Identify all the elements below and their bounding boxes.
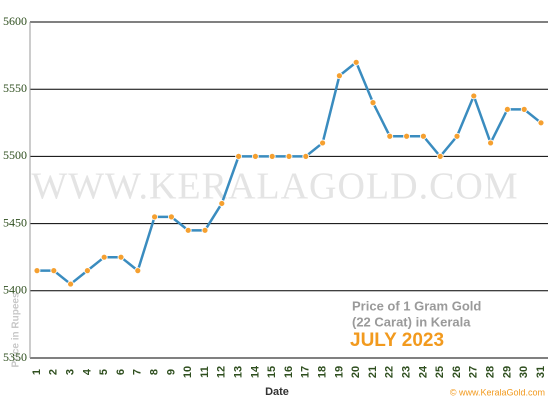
x-tick-label: 15 xyxy=(266,366,278,378)
x-tick-label: 4 xyxy=(81,368,93,375)
point xyxy=(520,105,528,113)
watermark: WWW.KERALAGOLD.COM xyxy=(31,166,518,208)
x-tick-label: 29 xyxy=(501,366,513,378)
x-tick-label: 31 xyxy=(535,366,547,378)
point xyxy=(537,119,545,127)
x-tick-label: 21 xyxy=(367,366,379,378)
x-tick-label: 18 xyxy=(317,366,329,378)
y-tick-label: 5500 xyxy=(3,148,27,162)
x-tick-label: 26 xyxy=(451,366,463,378)
point xyxy=(184,226,192,234)
x-tick-label: 12 xyxy=(216,366,228,378)
x-tick-label: 30 xyxy=(518,366,530,378)
point xyxy=(436,152,444,160)
x-tick-label: 9 xyxy=(165,369,177,375)
point xyxy=(302,152,310,160)
point xyxy=(167,213,175,221)
point xyxy=(419,132,427,140)
point xyxy=(369,99,377,107)
point xyxy=(134,267,142,275)
x-tick-label: 10 xyxy=(182,366,194,378)
y-tick-label: 5450 xyxy=(3,215,27,229)
point xyxy=(201,226,209,234)
footer: © www.KeralaGold.com xyxy=(450,387,545,397)
x-tick-label: 14 xyxy=(249,365,261,378)
y-tick-label: 5350 xyxy=(3,350,27,364)
annotation: Price of 1 Gram Gold xyxy=(352,298,481,313)
point xyxy=(335,72,343,80)
point xyxy=(151,213,159,221)
x-tick-label: 11 xyxy=(199,366,211,378)
point xyxy=(100,253,108,261)
point xyxy=(117,253,125,261)
annotation-highlight: JULY 2023 xyxy=(350,330,444,351)
annotation: (22 Carat) in Kerala xyxy=(352,314,471,329)
point xyxy=(453,132,461,140)
point xyxy=(503,105,511,113)
x-tick-label: 23 xyxy=(401,366,413,378)
x-tick-label: 22 xyxy=(384,366,396,378)
x-tick-label: 20 xyxy=(350,366,362,378)
point xyxy=(285,152,293,160)
point xyxy=(487,139,495,147)
point xyxy=(50,267,58,275)
x-tick-label: 7 xyxy=(132,369,144,375)
point xyxy=(470,92,478,100)
point xyxy=(84,267,91,275)
y-axis-label: Price in Rupees xyxy=(11,292,22,367)
x-tick-label: 3 xyxy=(65,369,77,375)
point xyxy=(268,152,276,160)
point xyxy=(319,139,327,147)
point xyxy=(251,152,259,160)
x-tick-label: 25 xyxy=(434,366,446,378)
point xyxy=(386,132,394,140)
x-tick-label: 6 xyxy=(115,369,127,375)
x-tick-label: 1 xyxy=(31,369,43,375)
point xyxy=(235,152,243,160)
point xyxy=(403,132,411,140)
x-tick-label: 19 xyxy=(333,366,345,378)
point xyxy=(218,200,226,207)
y-tick-label: 5550 xyxy=(3,81,27,95)
x-tick-label: 8 xyxy=(149,369,161,375)
x-tick-label: 16 xyxy=(283,366,295,378)
y-tick-label: 5600 xyxy=(3,14,27,28)
x-tick-label: 27 xyxy=(468,366,480,378)
x-tick-label: 13 xyxy=(233,366,245,378)
x-tick-label: 28 xyxy=(485,366,497,378)
y-tick-label: 5400 xyxy=(3,283,27,297)
x-tick-label: 17 xyxy=(300,366,312,378)
point xyxy=(67,280,74,288)
x-axis-label: Date xyxy=(265,386,289,398)
x-tick-label: 2 xyxy=(48,369,60,375)
point xyxy=(352,58,360,66)
x-tick-label: 24 xyxy=(417,365,429,378)
x-tick-label: 5 xyxy=(98,369,110,375)
point xyxy=(33,267,41,275)
